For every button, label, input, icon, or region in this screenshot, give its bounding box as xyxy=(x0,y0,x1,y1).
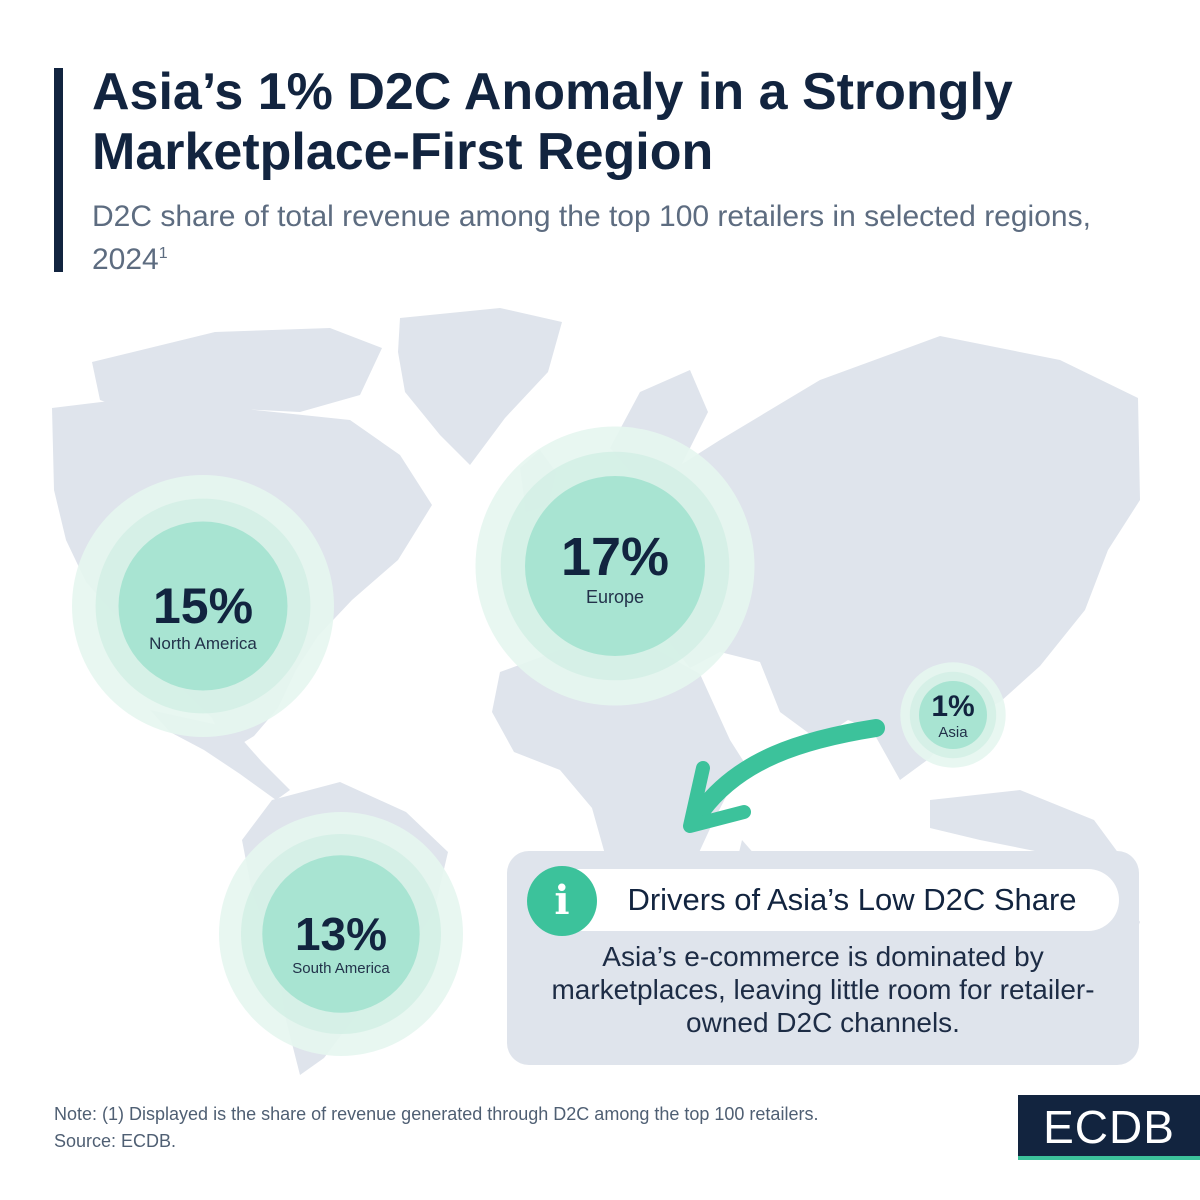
callout-arrow-head xyxy=(683,761,751,833)
land-eurasia xyxy=(560,336,1140,780)
title-accent-bar xyxy=(54,68,63,272)
bubble-north-america xyxy=(118,521,288,691)
callout-box xyxy=(507,851,1139,1065)
bubble-asia xyxy=(919,681,987,749)
callout-heading: Drivers of Asia’s Low D2C Share xyxy=(627,882,1077,917)
footnote-note: Note: (1) Displayed is the share of reve… xyxy=(54,1104,819,1124)
land-greenland xyxy=(398,308,562,465)
land-africa xyxy=(492,646,744,912)
value-label-north-america: 15% xyxy=(152,578,254,634)
bubble-label-europe: 17% Europe xyxy=(520,528,710,608)
bubble-south-america xyxy=(262,855,420,1013)
bubble-label-north-america: 15% North America xyxy=(118,578,288,654)
region-label-asia: Asia xyxy=(938,724,968,741)
footnote: Note: (1) Displayed is the share of reve… xyxy=(54,1101,994,1155)
subtitle-text: D2C share of total revenue among the top… xyxy=(92,200,1091,276)
page-title: Asia’s 1% D2C Anomaly in a Strongly Mark… xyxy=(92,63,1013,181)
footnote-source: Source: ECDB. xyxy=(54,1131,177,1151)
bubble-label-asia: 1% Asia xyxy=(900,690,1006,742)
ecdb-logo: ECDB xyxy=(1018,1095,1200,1159)
bubbles xyxy=(72,426,1006,1056)
page-subtitle: D2C share of total revenue among the top… xyxy=(92,198,1152,278)
region-label-south-america: South America xyxy=(292,960,390,977)
land-se-asia-islands xyxy=(930,790,1122,858)
bubble-label-south-america: 13% South America xyxy=(266,908,416,978)
land-japan xyxy=(1050,532,1096,626)
value-label-europe: 17% xyxy=(560,527,670,587)
callout-body: Asia’s e-commerce is dominated by market… xyxy=(551,941,1095,1038)
land-arctic-islands xyxy=(92,328,382,418)
region-label-europe: Europe xyxy=(585,587,645,607)
bubble-europe xyxy=(525,476,705,656)
subtitle-footnote-marker: 1 xyxy=(158,245,168,262)
callout-heading-pill xyxy=(527,869,1119,931)
info-icon: i xyxy=(527,866,597,936)
callout-arrow xyxy=(693,719,885,819)
ecdb-logo-underline xyxy=(1018,1156,1200,1160)
world-map xyxy=(52,308,1140,1075)
value-label-asia: 1% xyxy=(931,690,975,723)
region-label-north-america: North America xyxy=(149,634,257,653)
value-label-south-america: 13% xyxy=(294,908,388,960)
